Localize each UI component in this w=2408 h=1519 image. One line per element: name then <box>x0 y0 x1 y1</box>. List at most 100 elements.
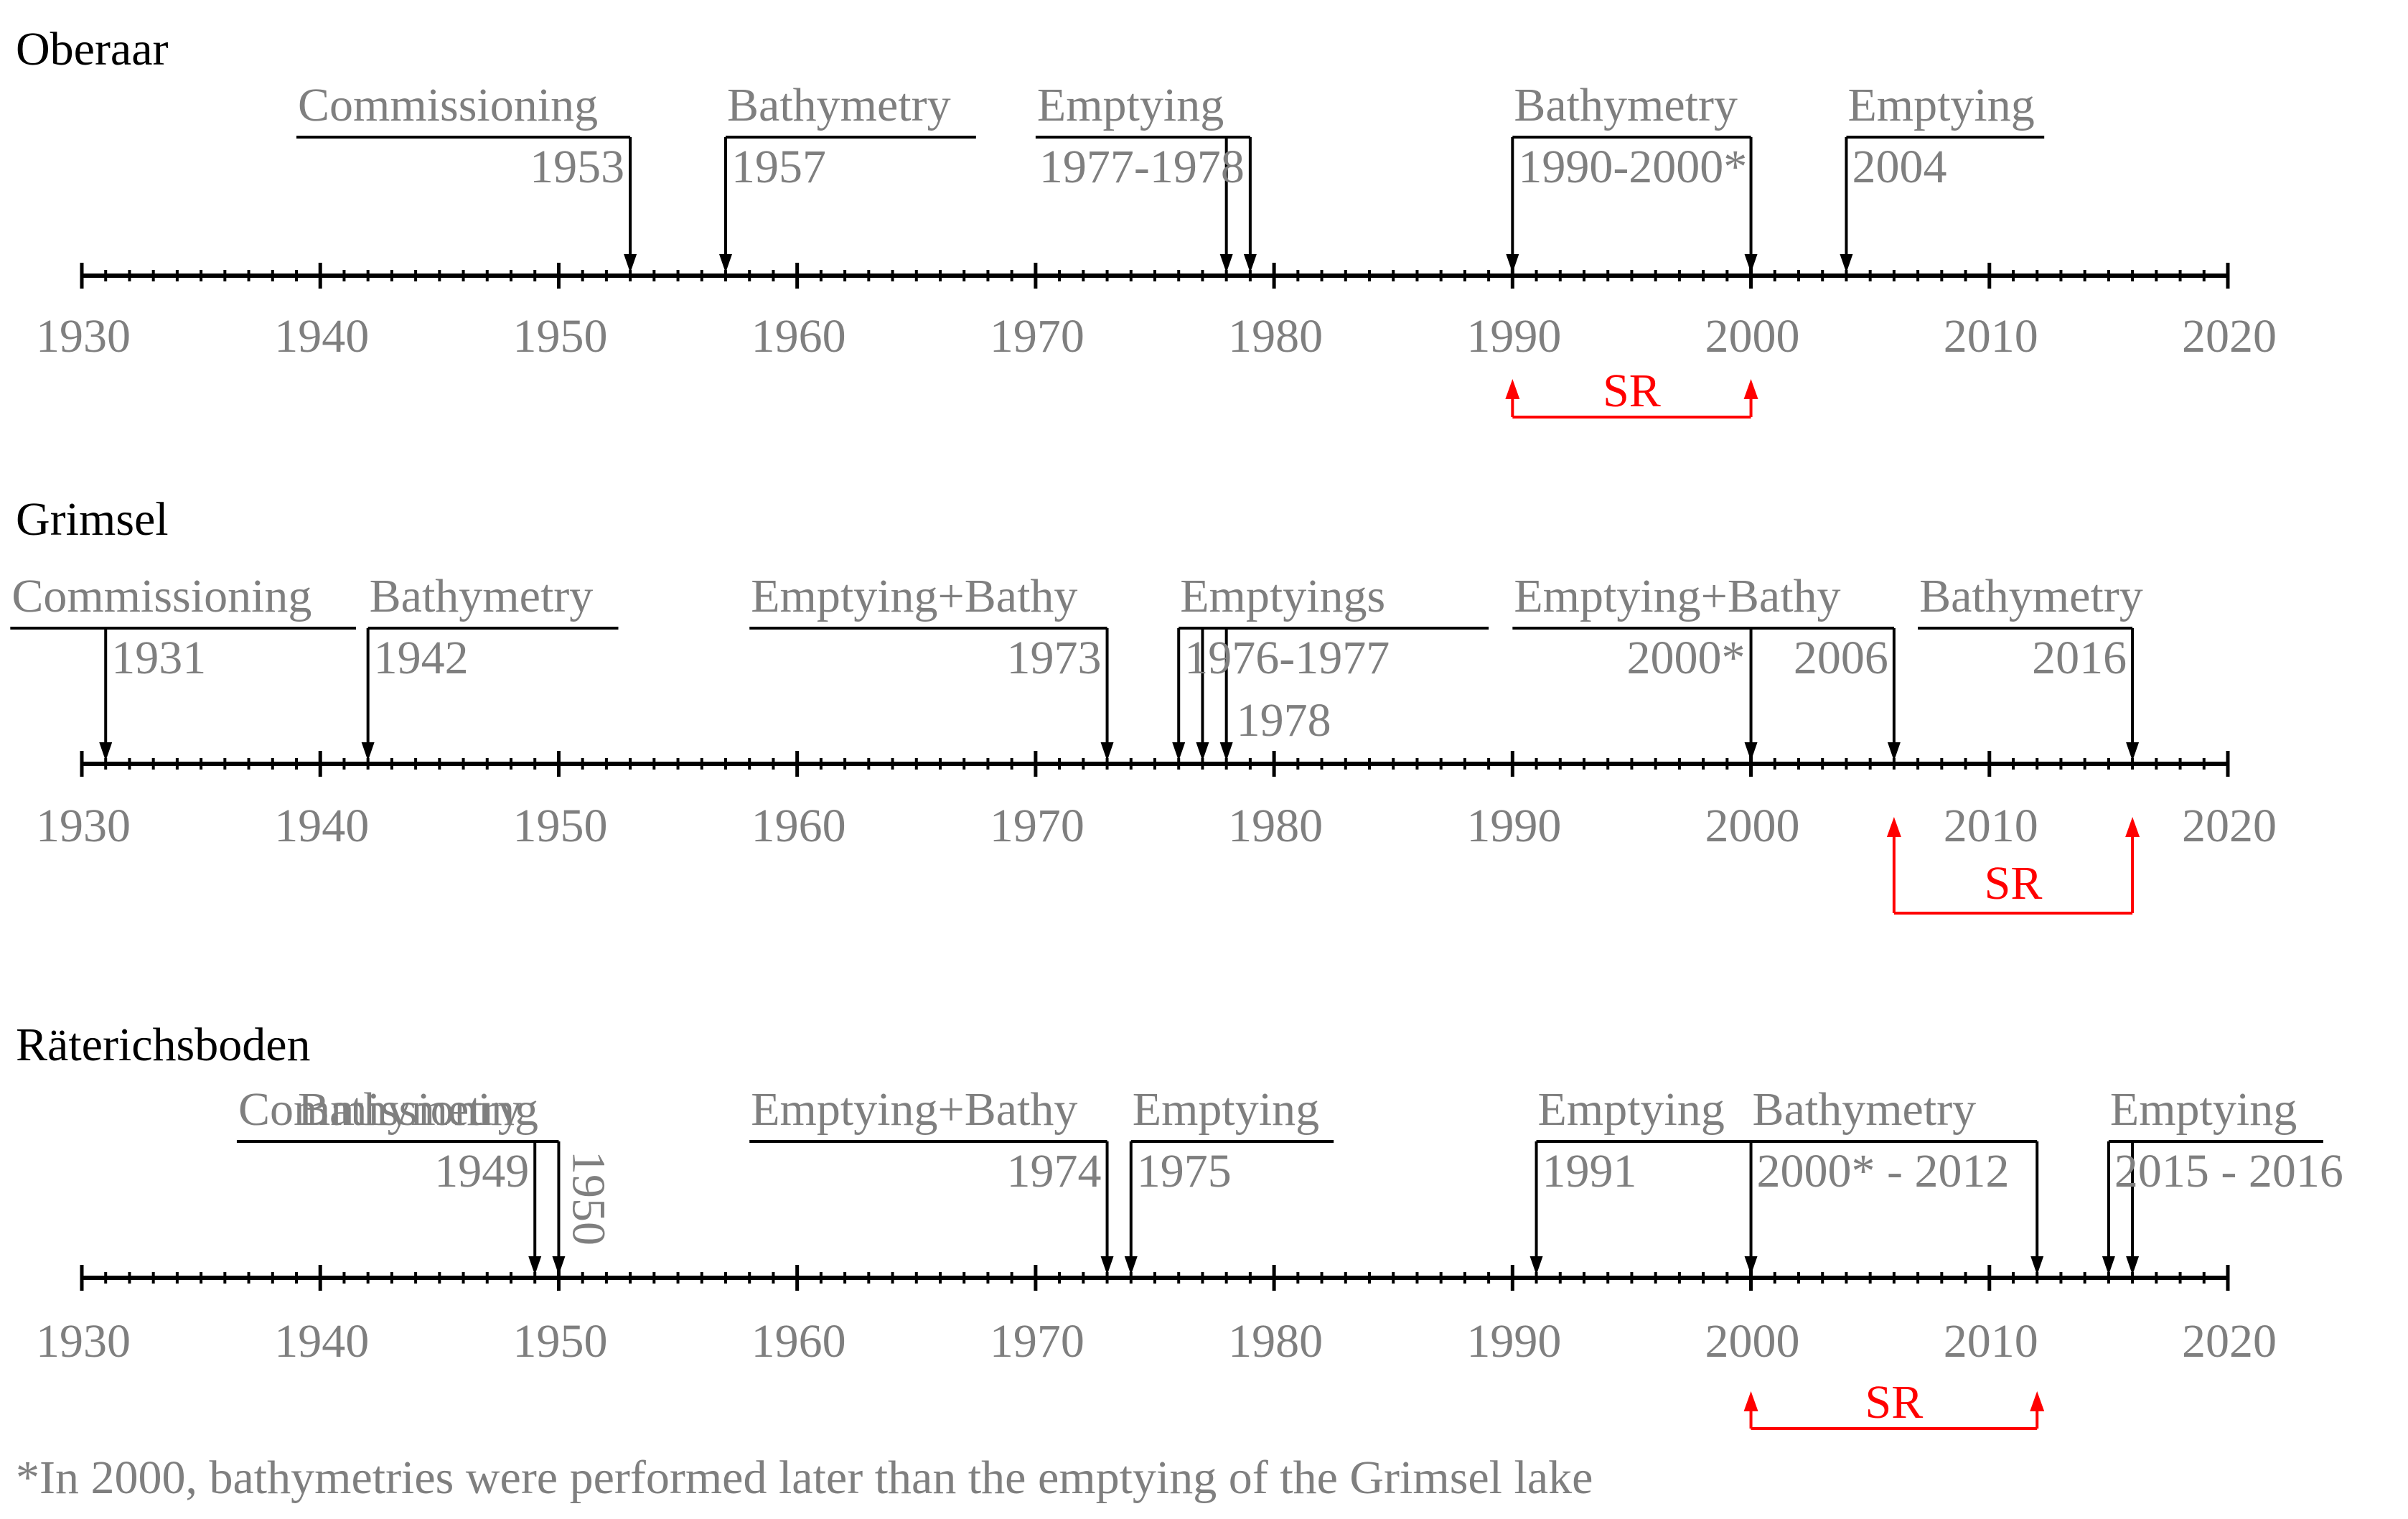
tick-label: 1970 <box>990 800 1084 852</box>
event-value: 1975 <box>1137 1145 1232 1197</box>
event-label: Emptying <box>1847 79 2034 131</box>
tick-label: 1930 <box>36 800 131 852</box>
event-label: Emptying <box>2110 1083 2297 1136</box>
event-3: Bathymetry 1990-2000* <box>1506 79 1758 273</box>
sr-label: SR <box>1865 1376 1924 1429</box>
tick-label: 2020 <box>2182 800 2277 852</box>
event-value: 1973 <box>1007 632 1102 684</box>
event-arrow <box>1744 1141 1758 1275</box>
event-1: Bathymetry 1957 <box>719 79 976 273</box>
tick-label: 1930 <box>36 1315 131 1368</box>
event-value: 2004 <box>1852 141 1946 193</box>
event-arrow <box>2030 1141 2044 1275</box>
tick-label: 1990 <box>1466 800 1561 852</box>
tick-label: 2010 <box>1944 1315 2038 1368</box>
event-extra-value: 1978 <box>1237 694 1331 747</box>
event-label: Emptying+Bathy <box>1514 570 1840 622</box>
panel-title: Räterichsboden <box>16 1019 311 1071</box>
tick-label: 1990 <box>1466 310 1561 363</box>
sr-label: SR <box>1603 365 1661 417</box>
event-label: Bathymetry <box>370 570 594 622</box>
event-value: 1931 <box>111 632 206 684</box>
sr-bracket: SR <box>1743 1376 2045 1430</box>
tick-label: 1950 <box>512 1315 607 1368</box>
tick-label: 2010 <box>1944 310 2038 363</box>
sr-arrowhead <box>1505 379 1520 399</box>
time-axis: 1930 1940 1950 1960 1970 1980 1990 2000 2010 2020 <box>36 751 2277 852</box>
event-label: Bathymetry <box>1514 79 1738 131</box>
tick-label: 1930 <box>36 310 131 363</box>
time-axis: 1930 1940 1950 1960 1970 1980 1990 2000 2010 2020 <box>36 1265 2277 1368</box>
event-label: Commissioning <box>298 79 598 131</box>
sr-arrowhead <box>1886 817 1901 837</box>
tick-label: 1980 <box>1228 800 1323 852</box>
event-label: Bathymetry <box>727 79 951 131</box>
event-label: Emptying <box>1538 1083 1725 1136</box>
event-6: Bathymetry 2016 <box>1918 570 2143 761</box>
event-value: 1957 <box>731 141 826 193</box>
panel-grimsel: Grimsel 1930 1940 1950 1960 1970 1980 1990 2000 2… <box>10 493 2277 915</box>
sr-label: SR <box>1985 857 2043 910</box>
tick-label: 1940 <box>274 310 369 363</box>
event-4: Emptying 1991 <box>1529 1083 1751 1275</box>
event-arrow <box>528 1141 542 1275</box>
event-4: Emptying+Bathy 2000* <box>1512 570 1894 761</box>
event-arrow <box>2126 1141 2140 1275</box>
sr-arrowhead <box>1743 379 1758 399</box>
tick-label: 2000 <box>1705 800 1800 852</box>
time-axis: 1930 1940 1950 1960 1970 1980 1990 2000 2010 2020 <box>36 263 2277 363</box>
tick-label: 1990 <box>1466 1315 1561 1368</box>
event-arrow <box>1100 628 1114 761</box>
event-label: Commissioning <box>238 1083 538 1136</box>
event-arrow <box>1172 628 1186 761</box>
panel-oberaar: Oberaar 1930 1940 1950 1960 1970 1980 1990 2000 2… <box>16 23 2277 419</box>
event-2: Emptying+Bathy 1973 <box>749 570 1114 761</box>
event-value: 2000* <box>1627 632 1746 684</box>
panel-title: Oberaar <box>16 23 169 75</box>
event-1: Bathymetry 1949 <box>296 1083 542 1275</box>
event-arrow <box>361 628 375 761</box>
event-label: Commissioning <box>11 570 311 622</box>
tick-label: 1960 <box>751 310 846 363</box>
event-0: Commissioning 1931 <box>10 570 357 761</box>
event-value: 2015 - 2016 <box>2114 1145 2343 1197</box>
event-label: Bathymetry <box>298 1083 522 1136</box>
panel-title: Grimsel <box>16 493 169 546</box>
tick-label: 1960 <box>751 800 846 852</box>
event-6: Emptying 2015 - 2016 <box>2102 1083 2343 1275</box>
tick-label: 2010 <box>1944 800 2038 852</box>
event-0: Commissioning 1953 <box>296 79 637 273</box>
event-value: 1974 <box>1007 1145 1102 1197</box>
event-arrow <box>1196 628 1209 761</box>
event-label: Emptying <box>1037 79 1224 131</box>
event-arrow <box>1506 137 1519 273</box>
event-arrow <box>1219 628 1233 761</box>
event-2: Emptying 1977-1978 <box>1035 79 1257 273</box>
event-arrow <box>1529 1141 1543 1275</box>
event-arrow <box>1744 137 1758 273</box>
event-value: 2000* - 2012 <box>1757 1145 2010 1197</box>
event-arrow <box>552 1141 566 1275</box>
event-arrow <box>99 628 113 761</box>
sr-bracket: SR <box>1886 817 2140 915</box>
event-label: Emptying+Bathy <box>751 1083 1077 1136</box>
event-label: Emptying <box>1133 1083 1319 1136</box>
tick-label: 2000 <box>1705 1315 1800 1368</box>
tick-label: 1980 <box>1228 1315 1323 1368</box>
tick-label: 1940 <box>274 800 369 852</box>
event-value: 1990-2000* <box>1518 141 1747 193</box>
tick-label: 2020 <box>2182 310 2277 363</box>
event-value: 2006 <box>1794 632 1888 684</box>
event-label: Bathymetry <box>1919 570 2143 622</box>
tick-label: 1970 <box>990 1315 1084 1368</box>
event-arrow <box>2102 1141 2115 1275</box>
event-arrow <box>1887 628 1901 761</box>
event-arrow <box>1840 137 1853 273</box>
footnote: *In 2000, bathymetries were performed la… <box>16 1452 1593 1504</box>
sr-arrowhead <box>2030 1391 2045 1411</box>
sr-arrowhead <box>2125 817 2140 837</box>
tick-label: 2020 <box>2182 1315 2277 1368</box>
tick-label: 1950 <box>512 310 607 363</box>
